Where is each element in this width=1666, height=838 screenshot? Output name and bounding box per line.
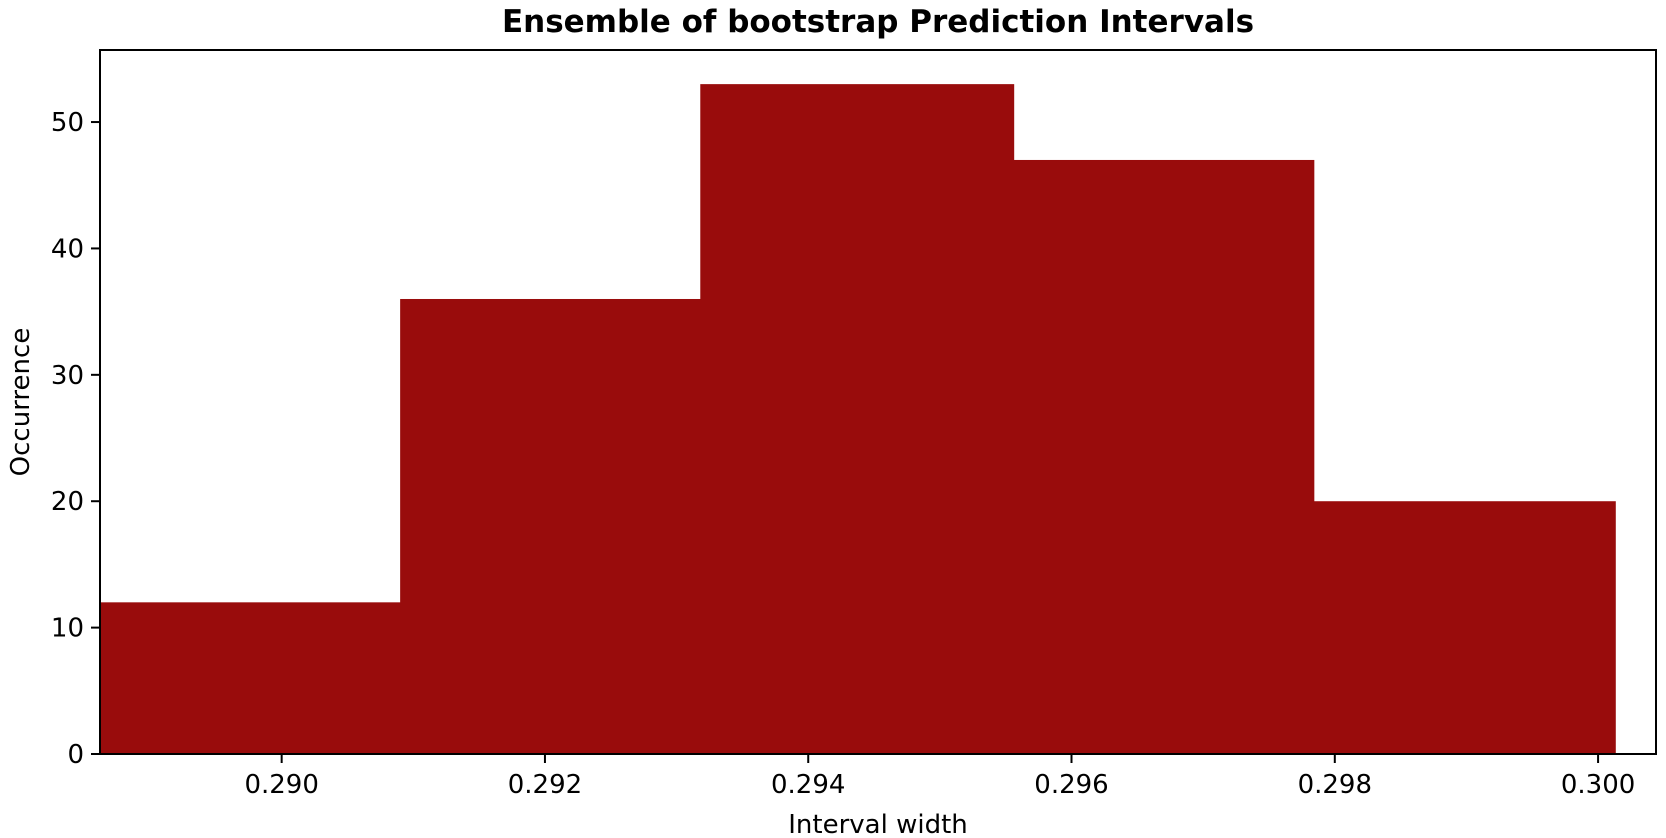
plot-area-frame [99, 49, 1657, 755]
x-tick-label: 0.292 [508, 770, 582, 800]
x-tick-label: 0.290 [244, 770, 318, 800]
y-tick-label: 30 [51, 361, 84, 391]
histogram-bar-5 [1313, 501, 1616, 754]
y-axis: 0 10 20 30 40 50 [51, 108, 100, 770]
x-tick-label: 0.296 [1034, 770, 1108, 800]
x-tick-label: 0.294 [771, 770, 845, 800]
x-tick-label: 0.300 [1561, 770, 1635, 800]
y-tick-label: 50 [51, 108, 84, 138]
y-tick-label: 20 [51, 487, 84, 517]
y-tick-label: 40 [51, 234, 84, 264]
x-axis: 0.290 0.292 0.294 0.296 0.298 0.300 [244, 754, 1635, 800]
x-tick-label: 0.298 [1298, 770, 1372, 800]
histogram-bar-1 [100, 602, 401, 754]
x-axis-label: Interval width [788, 810, 968, 838]
y-tick-label: 10 [51, 614, 84, 644]
histogram-bar-3 [700, 84, 1015, 754]
histogram-bar-2 [400, 298, 701, 754]
y-axis-label: Occurrence [6, 328, 36, 477]
bars-layer [100, 84, 1616, 754]
y-tick-label: 0 [67, 740, 84, 770]
histogram-bar-4 [1013, 159, 1315, 754]
chart-title: Ensemble of bootstrap Prediction Interva… [502, 4, 1254, 40]
